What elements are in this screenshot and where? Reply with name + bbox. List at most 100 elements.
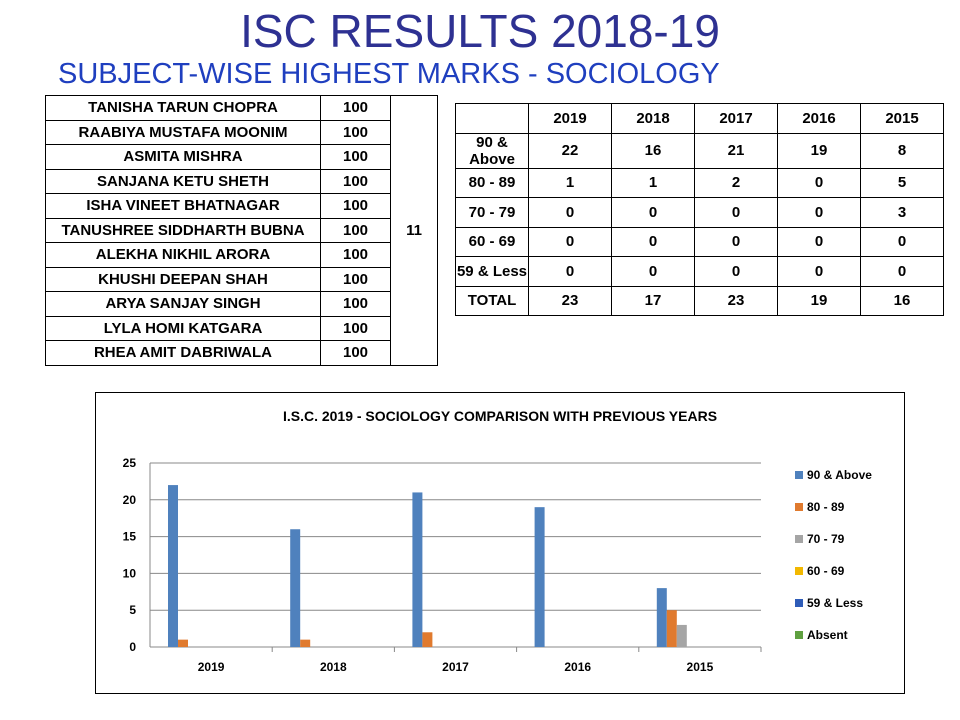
topper-name: ARYA SANJAY SINGH (45, 291, 321, 317)
summary-cell: 0 (777, 226, 861, 257)
topper-row: KHUSHI DEEPAN SHAH 100 (45, 266, 438, 292)
topper-name: LYLA HOMI KATGARA (45, 315, 321, 341)
summary-cell: 0 (611, 256, 695, 287)
topper-name: ISHA VINEET BHATNAGAR (45, 193, 321, 219)
topper-marks: 100 (320, 242, 391, 268)
y-tick-label: 0 (129, 640, 136, 654)
legend-label: 59 & Less (807, 596, 863, 610)
legend-swatch (795, 599, 803, 607)
comparison-chart: I.S.C. 2019 - SOCIOLOGY COMPARISON WITH … (95, 392, 905, 694)
summary-cell: 0 (694, 197, 778, 228)
topper-row: TANISHA TARUN CHOPRA 100 11 (45, 95, 438, 366)
page-title: ISC RESULTS 2018-19 (240, 5, 720, 57)
summary-cell: 0 (611, 226, 695, 257)
summary-header-cell: 2015 (860, 103, 944, 134)
topper-marks: 100 (320, 291, 391, 317)
topper-marks: 100 (320, 193, 391, 219)
topper-marks: 100 (320, 95, 391, 121)
bar (300, 639, 311, 647)
summary-cell: 0 (528, 226, 612, 257)
summary-cell: 0 (860, 226, 944, 257)
bar (676, 624, 687, 647)
topper-name: RHEA AMIT DABRIWALA (45, 340, 321, 366)
summary-cell: 3 (860, 197, 944, 228)
toppers-table: TANISHA TARUN CHOPRA 100 11 RAABIYA MUSTAFA… (45, 95, 438, 366)
legend-swatch (795, 503, 803, 511)
topper-marks: 100 (320, 315, 391, 341)
y-tick-label: 10 (123, 566, 137, 580)
y-tick-label: 5 (129, 603, 136, 617)
legend-swatch (795, 631, 803, 639)
topper-name: ASMITA MISHRA (45, 144, 321, 170)
legend-label: 60 - 69 (807, 564, 845, 578)
summary-cell: 1 (528, 167, 612, 198)
topper-name: TANISHA TARUN CHOPRA (45, 95, 321, 121)
topper-marks: 100 (320, 119, 391, 145)
legend-swatch (795, 535, 803, 543)
summary-row: 70 - 79 0 0 0 0 3 (455, 197, 944, 228)
summary-header-cell: 2019 (528, 103, 612, 134)
topper-row: ARYA SANJAY SINGH 100 (45, 291, 438, 317)
bar (656, 588, 667, 647)
summary-cell: 80 - 89 (455, 167, 529, 198)
summary-cell: 8 (860, 132, 944, 169)
bar (412, 492, 423, 647)
topper-marks: 100 (320, 168, 391, 194)
topper-row: TANUSHREE SIDDHARTH BUBNA 100 (45, 217, 438, 243)
summary-cell: 70 - 79 (455, 197, 529, 228)
topper-row: RAABIYA MUSTAFA MOONIM 100 (45, 119, 438, 145)
summary-header-row: 2019 2018 2017 2016 2015 (455, 103, 944, 134)
summary-cell: 19 (777, 132, 861, 169)
summary-table: 2019 2018 2017 2016 2015 90 & Above 22 16 21 19 8 8… (455, 103, 944, 316)
summary-header-cell: 2018 (611, 103, 695, 134)
summary-cell: TOTAL (455, 285, 529, 316)
summary-cell: 23 (528, 285, 612, 316)
summary-cell: 2 (694, 167, 778, 198)
summary-row: TOTAL 23 17 23 19 16 (455, 285, 944, 316)
summary-cell: 90 & Above (455, 132, 529, 169)
summary-cell: 22 (528, 132, 612, 169)
summary-cell: 16 (611, 132, 695, 169)
topper-name: KHUSHI DEEPAN SHAH (45, 266, 321, 292)
topper-marks: 100 (320, 266, 391, 292)
page-subtitle: SUBJECT-WISE HIGHEST MARKS - SOCIOLOGY (58, 58, 720, 90)
summary-row: 80 - 89 1 1 2 0 5 (455, 167, 944, 198)
topper-row: ASMITA MISHRA 100 (45, 144, 438, 170)
topper-name: TANUSHREE SIDDHARTH BUBNA (45, 217, 321, 243)
summary-cell: 0 (611, 197, 695, 228)
summary-cell: 0 (528, 197, 612, 228)
toppers-count: 11 (390, 95, 438, 366)
topper-row: SANJANA KETU SHETH 100 (45, 168, 438, 194)
bar (666, 610, 677, 647)
summary-cell: 60 - 69 (455, 226, 529, 257)
bar (534, 507, 545, 647)
summary-cell: 0 (694, 226, 778, 257)
summary-cell: 0 (777, 256, 861, 287)
y-tick-label: 20 (123, 493, 137, 507)
summary-cell: 0 (777, 197, 861, 228)
topper-name: ALEKHA NIKHIL ARORA (45, 242, 321, 268)
x-tick-label: 2015 (687, 660, 714, 674)
summary-cell: 1 (611, 167, 695, 198)
x-tick-label: 2017 (442, 660, 469, 674)
legend-label: 80 - 89 (807, 500, 845, 514)
summary-cell: 17 (611, 285, 695, 316)
summary-cell: 16 (860, 285, 944, 316)
summary-cell: 0 (777, 167, 861, 198)
bar (178, 639, 188, 647)
summary-cell: 59 & Less (455, 256, 529, 287)
summary-row: 59 & Less 0 0 0 0 0 (455, 256, 944, 287)
summary-cell: 0 (860, 256, 944, 287)
topper-marks: 100 (320, 217, 391, 243)
summary-header-cell: 2016 (777, 103, 861, 134)
legend-label: 70 - 79 (807, 532, 845, 546)
topper-marks: 100 (320, 144, 391, 170)
summary-header-cell (455, 103, 529, 134)
legend-swatch (795, 471, 803, 479)
topper-row: RHEA AMIT DABRIWALA 100 (45, 340, 438, 366)
y-tick-label: 15 (123, 530, 137, 544)
x-tick-label: 2016 (564, 660, 591, 674)
legend-swatch (795, 567, 803, 575)
bar (290, 529, 301, 647)
summary-cell: 23 (694, 285, 778, 316)
